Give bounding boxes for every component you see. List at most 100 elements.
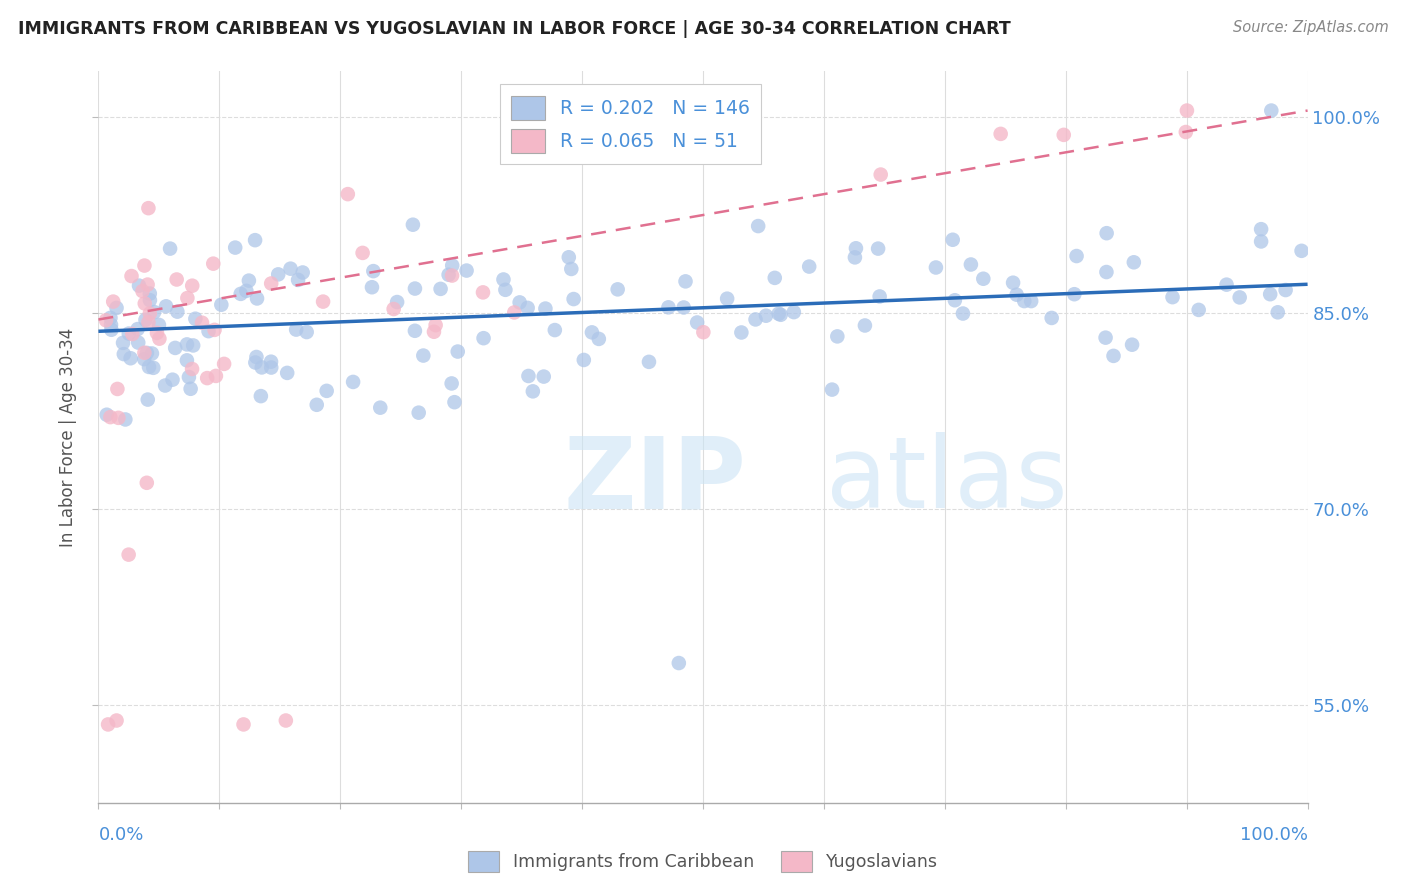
Point <box>385 295 408 310</box>
Point <box>942 233 965 247</box>
Point <box>276 366 298 380</box>
Point <box>441 259 464 273</box>
Point <box>503 305 526 319</box>
Point <box>494 283 516 297</box>
Text: 0.0%: 0.0% <box>98 826 143 845</box>
Point <box>960 258 983 272</box>
Point <box>336 187 359 202</box>
Point <box>134 313 156 327</box>
Point <box>342 375 364 389</box>
Point <box>135 475 157 490</box>
Point <box>197 324 219 338</box>
Point <box>134 296 156 310</box>
Point <box>103 294 125 309</box>
Point <box>202 257 225 271</box>
Point <box>1175 103 1198 118</box>
Point <box>120 351 142 366</box>
Point <box>1267 305 1289 319</box>
Point <box>657 301 679 315</box>
Point <box>845 241 868 255</box>
Point <box>118 326 141 341</box>
Point <box>737 103 759 118</box>
Point <box>1215 277 1237 292</box>
Point <box>114 412 136 426</box>
Point <box>267 268 290 282</box>
Point <box>821 383 844 397</box>
Point <box>146 326 169 340</box>
Point <box>107 382 129 396</box>
Point <box>232 717 254 731</box>
Point <box>443 395 465 409</box>
Point <box>274 714 297 728</box>
Point <box>235 284 257 298</box>
Legend: Immigrants from Caribbean, Yugoslavians: Immigrants from Caribbean, Yugoslavians <box>461 844 945 879</box>
Point <box>94 313 117 327</box>
Point <box>136 392 159 407</box>
Point <box>181 338 204 352</box>
Point <box>127 322 149 336</box>
Text: IMMIGRANTS FROM CARIBBEAN VS YUGOSLAVIAN IN LABOR FORCE | AGE 30-34 CORRELATION : IMMIGRANTS FROM CARIBBEAN VS YUGOSLAVIAN… <box>18 20 1011 37</box>
Point <box>165 341 187 355</box>
Point <box>492 272 515 286</box>
Point <box>675 274 697 288</box>
Point <box>245 350 267 364</box>
Point <box>245 355 267 369</box>
Point <box>148 332 170 346</box>
Point <box>972 271 994 285</box>
Point <box>315 384 337 398</box>
Point <box>100 310 122 325</box>
Point <box>404 282 426 296</box>
Point <box>1053 128 1076 142</box>
Point <box>1005 287 1028 301</box>
Point <box>672 301 695 315</box>
Point <box>128 278 150 293</box>
Point <box>686 316 709 330</box>
Point <box>853 318 876 333</box>
Point <box>148 318 170 332</box>
Point <box>558 250 581 264</box>
Point <box>638 355 661 369</box>
Point <box>180 382 202 396</box>
Point <box>246 292 269 306</box>
Point <box>209 298 232 312</box>
Point <box>121 326 143 341</box>
Point <box>127 335 149 350</box>
Point <box>925 260 948 275</box>
Point <box>176 353 198 368</box>
Point <box>138 315 160 329</box>
Point <box>134 352 156 367</box>
Point <box>250 389 273 403</box>
Point <box>138 359 160 374</box>
Point <box>153 378 176 392</box>
Point <box>142 360 165 375</box>
Point <box>1095 226 1118 240</box>
Point <box>472 285 495 300</box>
Point <box>224 241 246 255</box>
Point <box>522 384 544 399</box>
Point <box>412 349 434 363</box>
Point <box>1250 235 1272 249</box>
Point <box>509 295 531 310</box>
Point <box>744 312 766 326</box>
Point <box>352 246 374 260</box>
Point <box>204 323 226 337</box>
Point <box>138 201 160 215</box>
Point <box>118 548 141 562</box>
Point <box>280 261 302 276</box>
Point <box>588 332 610 346</box>
Point <box>425 318 447 333</box>
Point <box>668 656 690 670</box>
Point <box>229 286 252 301</box>
Point <box>295 325 318 339</box>
Point <box>783 305 806 319</box>
Point <box>291 265 314 279</box>
Point <box>755 309 778 323</box>
Point <box>440 376 463 391</box>
Text: atlas: atlas <box>827 433 1069 530</box>
Point <box>533 369 555 384</box>
Point <box>134 346 156 360</box>
Point <box>205 368 228 383</box>
Point <box>166 272 188 286</box>
Point <box>143 305 166 319</box>
Point <box>1174 125 1197 139</box>
